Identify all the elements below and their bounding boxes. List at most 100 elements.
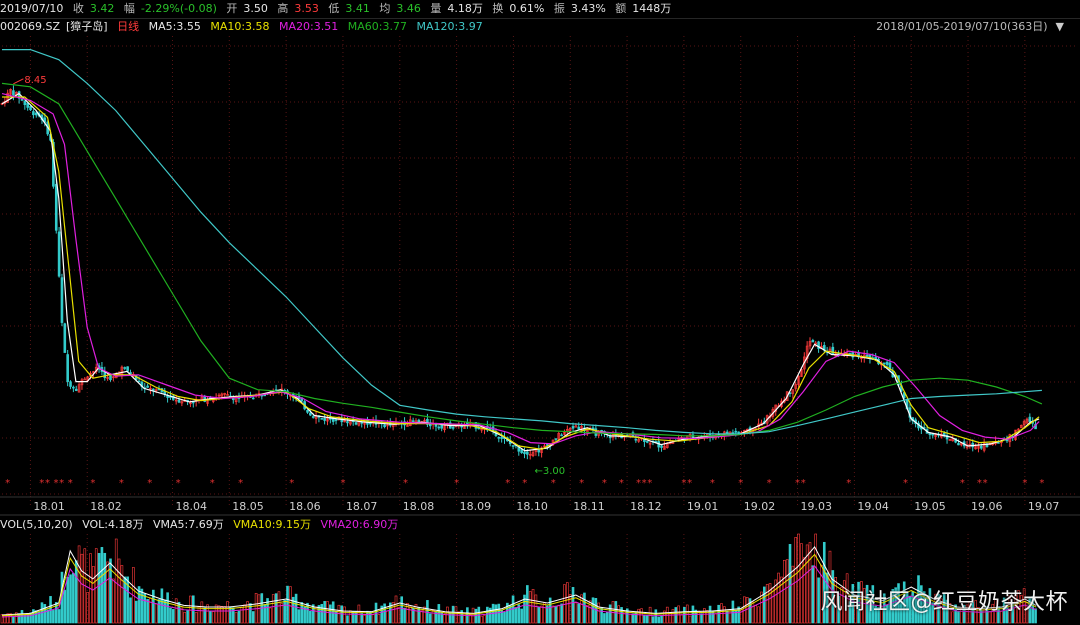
close-value: 3.42: [89, 2, 115, 15]
volume-bar: [822, 541, 826, 624]
vma10-legend: VMA10:9.15万: [233, 518, 312, 531]
candle-body: [309, 412, 312, 416]
volume-bar: [588, 600, 592, 624]
volume-bar: [183, 611, 187, 624]
volume-bar: [965, 604, 969, 624]
volume-bar: [189, 595, 192, 624]
volume-bar: [517, 604, 521, 624]
candle-body: [146, 385, 149, 388]
candle-body: [9, 89, 12, 95]
event-marker: *: [238, 478, 243, 489]
event-marker: *: [960, 478, 965, 489]
volume-bar: [329, 604, 332, 624]
chevron-down-icon[interactable]: ▼: [1055, 20, 1064, 33]
volume-bar: [160, 588, 164, 624]
candle-body: [83, 378, 87, 381]
candle-body: [882, 362, 886, 365]
volume-bar: [688, 615, 692, 624]
candle-body: [814, 342, 818, 345]
volume-bar: [226, 601, 229, 624]
volume-bar: [274, 593, 278, 624]
volume-bar: [583, 592, 586, 624]
volume-bar: [426, 600, 429, 624]
candle-body: [112, 376, 115, 379]
volume-bar: [266, 598, 269, 624]
avg-label: 均: [379, 2, 391, 15]
candles: [0, 85, 1037, 460]
volume-bar: [331, 601, 335, 624]
volume-bar: [280, 603, 284, 624]
vma-line-ma10: [1, 553, 1037, 617]
volume-bar: [34, 610, 38, 624]
volume-bar: [748, 598, 752, 624]
volume-bar: [1034, 608, 1037, 624]
volume-bar: [991, 603, 995, 624]
candle-body: [865, 354, 869, 357]
candle-body: [360, 422, 364, 424]
volume-bar: [503, 611, 506, 624]
volume-bar: [123, 576, 127, 624]
volume-bar: [383, 603, 386, 624]
x-tick-label: 18.11: [573, 500, 605, 513]
volume-bar: [811, 565, 815, 624]
event-marker: *: [983, 478, 988, 489]
candle-body: [63, 323, 67, 353]
x-tick-label: 19.02: [744, 500, 776, 513]
event-marker: *: [53, 478, 58, 489]
volume-bar: [428, 613, 432, 624]
volume-bar: [745, 597, 749, 624]
candle-body: [223, 393, 226, 395]
volume-bar: [497, 603, 501, 624]
volume-bar: [848, 601, 852, 624]
date-range[interactable]: 2018/01/05-2019/07/10(363日) ▼: [876, 19, 1070, 34]
candle-body: [60, 277, 64, 323]
candle-body: [608, 434, 612, 439]
event-marker: *: [403, 478, 408, 489]
event-marker: *: [681, 478, 686, 489]
candle-body: [306, 410, 309, 413]
volume-bar: [443, 613, 446, 624]
volume-bar: [460, 610, 463, 624]
volume-bar: [657, 616, 660, 624]
candle-body: [974, 446, 977, 450]
volume-bar: [12, 616, 15, 624]
candle-body: [888, 362, 892, 371]
event-marker: *: [210, 478, 215, 489]
volume-bar: [928, 588, 932, 624]
candle-body: [80, 379, 84, 386]
volume-bar: [414, 603, 418, 624]
volume-bar: [66, 576, 69, 624]
volume-bar: [751, 601, 755, 624]
volume-bar: [543, 602, 546, 624]
event-marker: *: [522, 478, 527, 489]
volume-bar: [231, 607, 235, 624]
event-marker: *: [636, 478, 641, 489]
event-marker: *: [710, 478, 715, 489]
volume-bar: [508, 605, 512, 624]
event-marker: *: [551, 478, 556, 489]
candle-body: [109, 375, 112, 381]
event-marker: *: [45, 478, 50, 489]
candle-body: [137, 380, 141, 383]
candle-body: [149, 388, 152, 390]
volume-bar: [486, 606, 489, 624]
event-marker: *: [602, 478, 607, 489]
volume-bar: [174, 598, 178, 624]
candle-body: [571, 426, 575, 429]
quote-date: 2019/07/10: [0, 2, 64, 15]
volume-bar: [608, 604, 612, 624]
candle-body: [103, 371, 107, 379]
volume-bar: [43, 604, 47, 624]
volume-bar: [685, 604, 689, 624]
volume-bar: [651, 616, 655, 624]
candle-body: [177, 399, 181, 403]
volume-bar: [683, 606, 686, 624]
candle-body: [540, 447, 543, 453]
open-label: 开: [226, 2, 238, 15]
candle-body: [645, 441, 649, 443]
volume-bar: [346, 615, 349, 624]
x-tick-label: 19.04: [857, 500, 889, 513]
volume-bar: [114, 538, 118, 624]
candle-body: [217, 394, 221, 397]
